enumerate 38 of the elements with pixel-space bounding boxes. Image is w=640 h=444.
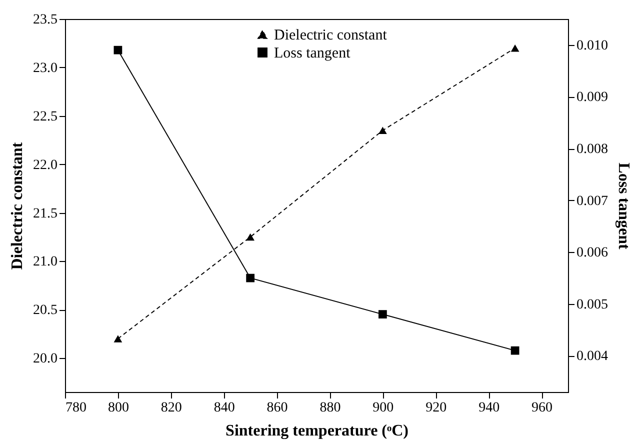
point: [114, 335, 122, 342]
y-tick-label: 23.0: [33, 60, 58, 76]
legend-label: Dielectric constant: [274, 28, 388, 44]
y-tick-label: 21.0: [33, 254, 58, 270]
y-tick-label: 21.5: [33, 206, 58, 222]
point: [246, 233, 254, 241]
x-tick-label: 820: [160, 400, 182, 416]
x-tick-label: 960: [532, 400, 553, 416]
point: [114, 46, 122, 54]
y2-tick-label: 0.008: [576, 142, 608, 158]
point: [510, 44, 520, 52]
x-axis-title: Sintering temperature (ᵒC): [226, 422, 408, 440]
y2-tick-label: 0.004: [576, 349, 608, 364]
x-tick-label: 920: [426, 400, 447, 416]
y-tick-label: 20.5: [33, 303, 58, 318]
y2-tick-label: 0.010: [576, 38, 608, 54]
x-tick-label: 880: [320, 400, 341, 416]
y2-tick-label: 0.007: [576, 194, 608, 209]
x-tick-label: 800: [108, 400, 129, 416]
point: [378, 310, 387, 318]
legend-label: Loss tangent: [274, 46, 352, 62]
y-axis-title: Dielectric constant: [9, 142, 26, 270]
y2-tick-label: 0.006: [576, 246, 608, 261]
x-tick-label: 780: [66, 400, 86, 416]
point: [510, 346, 520, 355]
point: [246, 274, 254, 282]
x-tick-label: 860: [266, 400, 288, 416]
y2-tick-label: 0.009: [576, 90, 608, 106]
y2-tick-label: 0.005: [576, 297, 608, 312]
y2-axis-title: Loss tangent: [615, 162, 632, 250]
x-tick-label: 940: [478, 400, 500, 416]
point: [378, 126, 387, 134]
y-tick-label: 23.5: [33, 12, 58, 28]
y-tick-label: 20.0: [33, 352, 58, 367]
x-tick-label: 840: [214, 400, 235, 416]
y-tick-label: 22.0: [33, 158, 58, 173]
y-tick-label: 22.5: [33, 109, 58, 124]
x-tick-label: 900: [372, 400, 394, 416]
